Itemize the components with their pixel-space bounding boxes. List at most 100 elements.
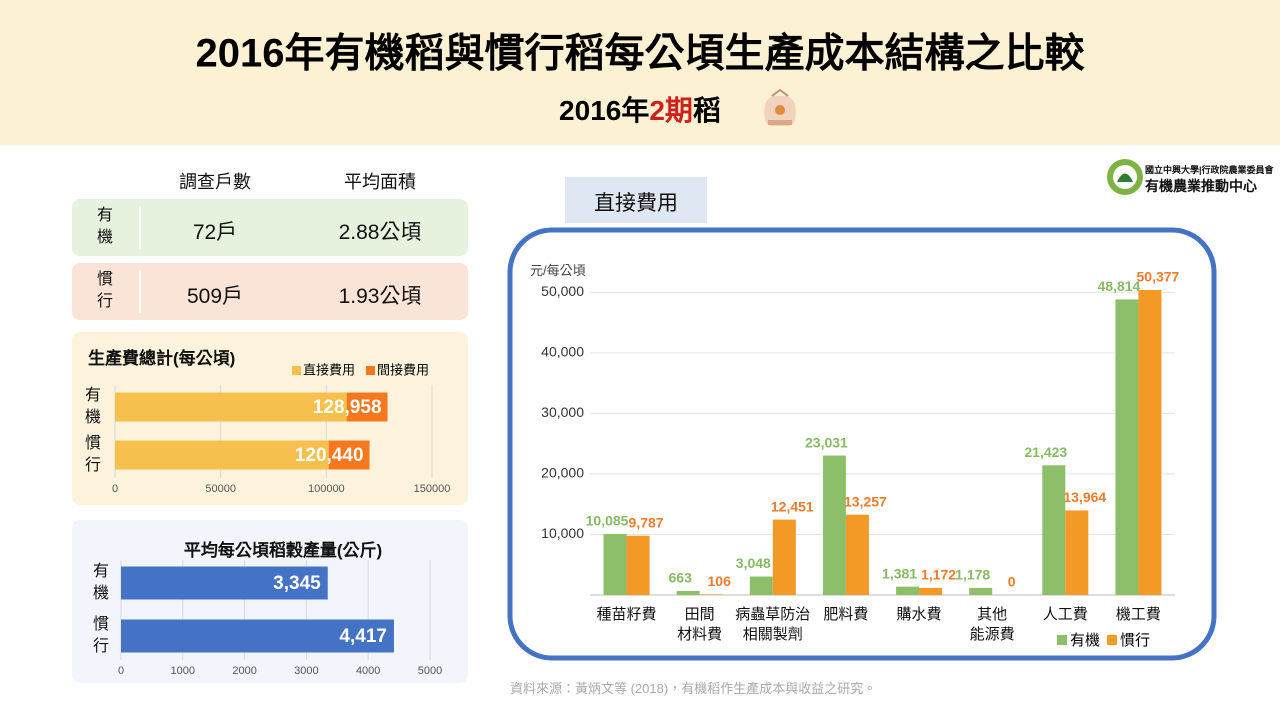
bar-segment (328, 440, 370, 470)
legend-label: 間接費用 (377, 362, 429, 377)
legend-label: 有機 (1070, 632, 1100, 649)
bar (772, 519, 796, 595)
bar-segment (346, 392, 388, 422)
value-label: 9,787 (629, 514, 664, 530)
x-tick-label: 2000 (232, 665, 257, 677)
x-tick-label: 人工費 (1042, 606, 1088, 623)
category-label: 有機 (93, 563, 110, 602)
chart-title: 直接費用 (594, 192, 678, 215)
chart-frame (507, 227, 1217, 661)
value-label: 21,423 (1024, 444, 1067, 460)
row-bg (72, 263, 468, 320)
value-label: 106 (708, 573, 732, 589)
cell: 72戶 (192, 221, 238, 244)
bar (626, 535, 650, 595)
bar (1138, 289, 1162, 595)
x-tick-label: 肥料費 (823, 606, 869, 623)
rice-bag-icon (764, 88, 796, 126)
y-tick-label: 50,000 (541, 283, 584, 299)
x-tick-label: 4000 (355, 665, 381, 677)
x-tick-label: 購水費 (896, 606, 942, 623)
logo-line1: 國立中興大學|行政院農業委員會 (1145, 165, 1274, 175)
row-label: 有機 (97, 207, 114, 246)
bar (603, 533, 627, 595)
row-label: 慣行 (97, 271, 114, 310)
value-label: 4,417 (339, 626, 387, 647)
x-tick-label: 0 (111, 483, 119, 495)
x-tick-label: 田間 材料費 (677, 606, 723, 643)
value-label: 23,031 (805, 434, 848, 450)
x-tick-label: 1000 (170, 665, 196, 677)
x-tick-label: 0 (117, 665, 125, 677)
bar (896, 586, 920, 595)
legend-swatch (366, 366, 375, 375)
x-tick-label: 100000 (307, 483, 345, 495)
subtitle-crop: 稻 (693, 95, 721, 126)
value-label: 12,451 (771, 498, 814, 514)
legend-label: 慣行 (1120, 631, 1150, 649)
bar-segment (115, 440, 329, 470)
value-label: 10,085 (586, 513, 629, 529)
category-label: 慣行 (85, 435, 102, 474)
chart-title: 生產費總計(每公頃) (88, 349, 236, 368)
value-label: 1,381 (882, 565, 917, 581)
y-tick-label: 40,000 (541, 344, 584, 360)
bar (121, 619, 394, 653)
bar (822, 455, 846, 595)
total-label: 128,958 (313, 397, 382, 418)
header-bg (0, 0, 1280, 145)
x-tick-label: 5000 (417, 665, 443, 677)
bar (1065, 510, 1089, 595)
chart-title: 平均每公頃稻穀產量(公斤) (183, 541, 383, 560)
value-label: 663 (669, 570, 693, 586)
cell: 2.88公頃 (338, 221, 422, 244)
y-tick-label: 30,000 (541, 404, 584, 420)
x-tick-label: 其他 能源費 (969, 606, 1015, 643)
bar (1042, 465, 1066, 595)
legend-label: 直接費用 (303, 362, 355, 377)
value-label: 13,964 (1063, 489, 1106, 505)
title: 2016年有機稻與慣行稻每公頃生產成本結構之比較 (196, 32, 1086, 76)
bar (845, 514, 869, 595)
legend-swatch (1057, 635, 1067, 645)
subtitle: 2016年2期稻 (559, 94, 721, 126)
legend-swatch (292, 366, 301, 375)
y-tick-label: 20,000 (541, 465, 584, 481)
bar (969, 587, 993, 595)
value-label: 0 (1008, 574, 1016, 590)
value-label: 50,377 (1137, 269, 1180, 285)
logo-line2: 有機農業推動中心 (1145, 178, 1257, 194)
x-tick-label: 3000 (294, 665, 319, 677)
bar (676, 590, 700, 595)
x-tick-label: 機工費 (1115, 606, 1161, 623)
value-label: 1,172 (921, 567, 956, 583)
x-tick-label: 種苗籽費 (596, 606, 657, 623)
total-label: 120,440 (295, 445, 364, 466)
logo-mark (1107, 159, 1143, 195)
table-header: 調查戶數 (179, 172, 251, 192)
cell: 1.93公頃 (338, 285, 422, 308)
x-tick-label: 病蟲草防治 相關製劑 (735, 606, 811, 643)
legend-swatch (1107, 635, 1117, 645)
x-tick-label: 50000 (205, 483, 236, 495)
cell: 509戶 (186, 285, 244, 308)
bar (121, 566, 328, 600)
value-label: 3,345 (273, 573, 321, 594)
value-label: 3,048 (736, 555, 771, 571)
bar (1115, 299, 1139, 595)
table-header: 平均面積 (344, 172, 416, 192)
bar (749, 576, 773, 595)
subtitle-period: 2期 (649, 95, 693, 126)
row-bg (72, 199, 468, 256)
category-label: 有機 (85, 387, 102, 426)
bar (919, 587, 943, 595)
subtitle-year: 2016年 (559, 94, 649, 126)
value-label: 13,257 (844, 493, 887, 509)
tab-bg (565, 177, 707, 223)
axis-label: 元/每公頃 (530, 263, 586, 278)
value-label: 48,814 (1098, 278, 1141, 294)
y-tick-label: 10,000 (541, 525, 584, 541)
